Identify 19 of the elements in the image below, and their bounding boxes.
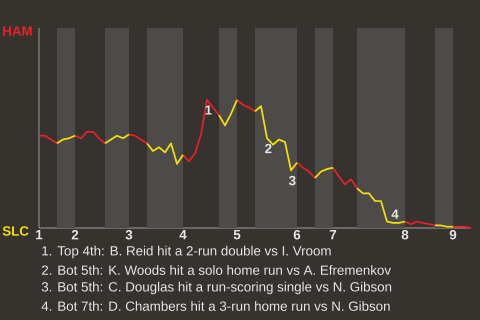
x-tick-label: 9: [450, 230, 456, 240]
x-tick-label: 6: [294, 230, 300, 240]
text: 3. Bot 5th: C. Douglas hit a run-scoring single vs N. Gibson: [42, 282, 392, 294]
x-tick-label: 1: [36, 230, 42, 240]
x-tick-label: 2: [72, 230, 78, 240]
text: 1. Top 4th: B. Reid hit a 2-run double vs I. Vroom: [42, 246, 331, 258]
annotation: 1: [205, 105, 212, 115]
text: 4. Bot 7th: D. Chambers hit a 3-run home run vs N. Gibson: [42, 301, 390, 311]
annotation: 2: [265, 144, 272, 154]
x-tick-label: 4: [180, 230, 187, 240]
annotation: 3: [288, 176, 296, 186]
x-tick-label: 3: [126, 230, 132, 240]
text: HAM: [3, 26, 32, 36]
text: 2. Bot 5th: K. Woods hit a solo home run vs A. Efremenkov: [42, 265, 391, 275]
x-tick-label: 5: [234, 230, 240, 240]
text: SLC: [2, 226, 29, 236]
x-tick-label: 7: [330, 230, 336, 240]
annotation: 4: [391, 209, 399, 219]
x-tick-label: 8: [402, 230, 408, 240]
